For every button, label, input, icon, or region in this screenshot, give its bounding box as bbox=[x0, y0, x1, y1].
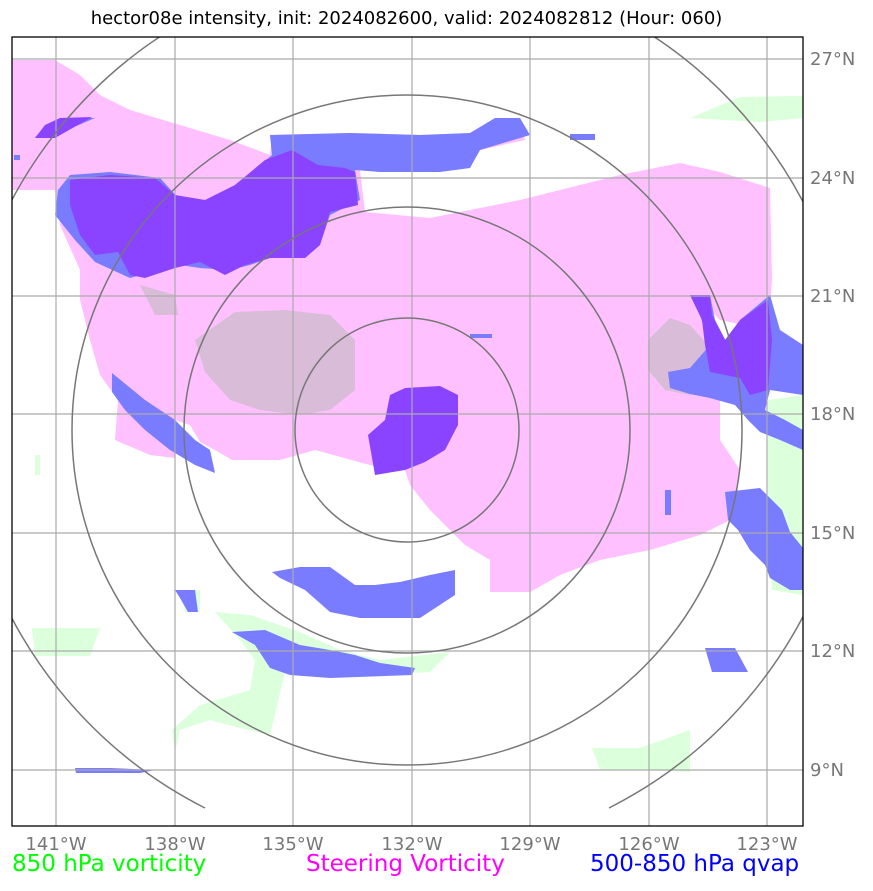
lat-label-12: 12°N bbox=[810, 641, 855, 662]
lat-label-24: 24°N bbox=[810, 168, 855, 189]
lon-label-126: 126°W bbox=[618, 834, 679, 855]
lon-label-138: 138°W bbox=[144, 834, 205, 855]
range-ring-3 bbox=[71, 94, 743, 766]
plot-frame bbox=[11, 36, 804, 827]
gray-patch-layer bbox=[140, 285, 720, 415]
lat-labels: 27°N 24°N 21°N 18°N 15°N 12°N 9°N bbox=[810, 49, 855, 781]
gridlines bbox=[12, 37, 803, 826]
lon-labels: 141°W 138°W 135°W 132°W 129°W 126°W 123°… bbox=[25, 834, 797, 855]
map-layers bbox=[12, 37, 803, 773]
lat-label-9: 9°N bbox=[810, 760, 844, 781]
lat-label-15: 15°N bbox=[810, 523, 855, 544]
lon-label-135: 135°W bbox=[262, 834, 323, 855]
legend-850-hpa-vorticity: 850 hPa vorticity bbox=[12, 851, 207, 877]
lat-label-18: 18°N bbox=[810, 404, 855, 425]
map-title: hector08e intensity, init: 2024082600, v… bbox=[90, 8, 723, 29]
lat-label-21: 21°N bbox=[810, 286, 855, 307]
lon-label-141: 141°W bbox=[25, 834, 86, 855]
lon-label-129: 129°W bbox=[499, 834, 560, 855]
lat-label-27: 27°N bbox=[810, 49, 855, 70]
lon-label-123: 123°W bbox=[736, 834, 797, 855]
steering-vorticity-layer bbox=[12, 37, 772, 592]
legend-steering-vorticity: Steering Vorticity bbox=[306, 851, 505, 877]
range-ring-1 bbox=[294, 317, 520, 543]
range-ring-2 bbox=[183, 206, 631, 654]
lon-label-132: 132°W bbox=[381, 834, 442, 855]
overlap-layer bbox=[35, 117, 772, 475]
legend-500-850-hpa-qvap: 500-850 hPa qvap bbox=[590, 851, 800, 877]
range-rings bbox=[12, 37, 803, 809]
